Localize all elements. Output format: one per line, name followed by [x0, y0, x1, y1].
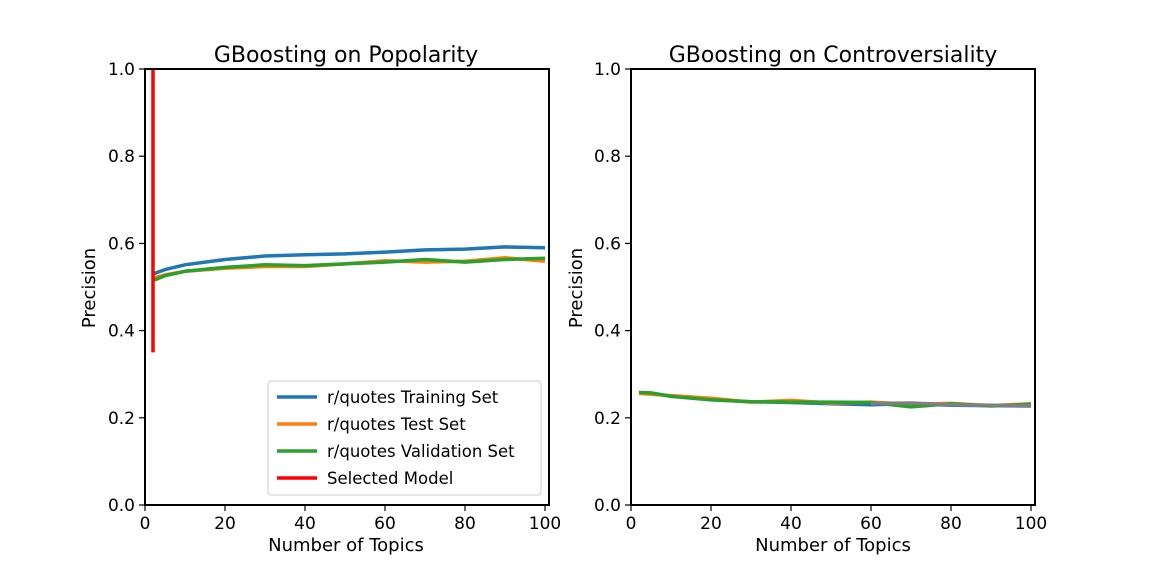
legend-label: r/quotes Test Set	[327, 415, 466, 434]
chart-title: GBoosting on Controversiality	[669, 43, 998, 68]
plot-frame	[144, 68, 550, 506]
y-tick-label: 0.2	[108, 409, 135, 429]
legend-entry: Selected Model	[277, 469, 453, 488]
plot-series	[638, 390, 1032, 409]
legend-entry: r/quotes Validation Set	[277, 442, 515, 461]
legend-entry: r/quotes Test Set	[277, 415, 466, 434]
x-tick-label: 40	[780, 514, 802, 534]
x-axis-label: Number of Topics	[755, 535, 911, 556]
y-tick-label: 0.6	[108, 234, 135, 254]
x-tick-label: 60	[374, 514, 396, 534]
legend: r/quotes Training Set r/quotes Test Set …	[267, 380, 542, 496]
y-tick-label: 1.0	[108, 60, 135, 80]
y-tick-label: 0.0	[594, 496, 621, 516]
y-tick-label: 0.4	[108, 322, 135, 342]
axis-ticks: 0 20 40 60 80 100 0.0 0.2 0.4 0.6 0.8 1.0	[594, 60, 1047, 534]
x-tick-label: 80	[454, 514, 476, 534]
legend-label: Selected Model	[327, 469, 453, 488]
x-tick-label: 40	[294, 514, 316, 534]
axis-ticks: 0 20 40 60 80 100 0.0 0.2 0.4 0.6 0.8 1.0	[108, 60, 561, 534]
legend-entry: r/quotes Training Set	[277, 388, 499, 407]
x-tick-label: 20	[700, 514, 722, 534]
y-tick-label: 0.6	[594, 234, 621, 254]
y-tick-label: 0.8	[594, 147, 621, 167]
y-tick-label: 0.8	[108, 147, 135, 167]
x-tick-label: 20	[214, 514, 236, 534]
legend-box	[267, 380, 542, 496]
series-line	[870, 401, 1032, 408]
y-tick-label: 0.2	[594, 409, 621, 429]
chart-controversiality: GBoosting on Controversiality 0 20 40 60 80 1…	[566, 43, 1047, 556]
plot-series	[151, 69, 546, 353]
y-tick-label: 1.0	[594, 60, 621, 80]
x-tick-label: 80	[940, 514, 962, 534]
x-tick-label: 0	[140, 514, 151, 534]
chart-popularity: GBoosting on Popolarity 0 20 40 60 80 1000.00…	[79, 43, 561, 556]
y-tick-label: 0.0	[108, 496, 135, 516]
x-tick-label: 100	[1015, 514, 1047, 534]
y-tick-label: 0.4	[594, 322, 621, 342]
x-axis-label: Number of Topics	[268, 535, 424, 556]
chart-title: GBoosting on Popolarity	[214, 43, 478, 68]
plot-frame	[630, 68, 1036, 506]
x-tick-label: 100	[529, 514, 561, 534]
series-line	[152, 256, 546, 283]
legend-label: r/quotes Training Set	[327, 388, 499, 407]
y-axis-label: Precision	[566, 248, 587, 328]
x-tick-label: 60	[860, 514, 882, 534]
y-axis-label: Precision	[79, 248, 100, 328]
legend-label: r/quotes Validation Set	[327, 442, 515, 461]
series-line	[152, 245, 546, 276]
x-tick-label: 0	[626, 514, 637, 534]
